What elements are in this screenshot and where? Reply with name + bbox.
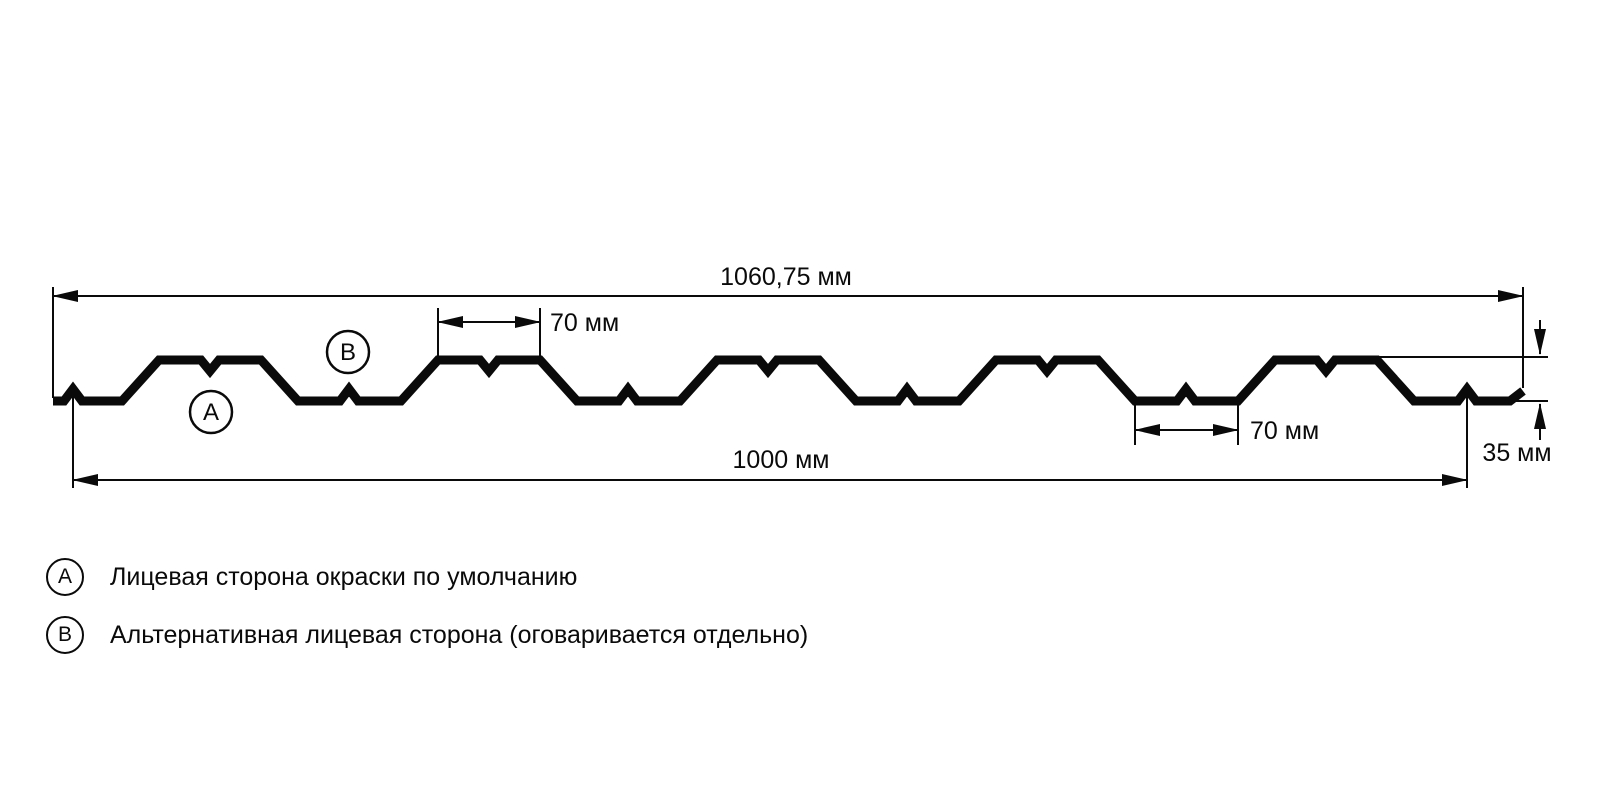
marker-a-circle: [188, 389, 234, 435]
profile-polyline: [53, 355, 1526, 406]
legend-item-a: A Лицевая сторона окраски по умолчанию: [46, 558, 577, 596]
marker-a-letter: A: [203, 399, 219, 426]
valley-width-label: 70 мм: [1250, 417, 1319, 445]
legend-badge-a: A: [46, 558, 84, 596]
profile-height-label: 35 мм: [1482, 439, 1551, 467]
overall-width-label: 1060,75 мм: [720, 263, 852, 291]
working-width-label: 1000 мм: [733, 446, 830, 474]
crest-width-label: 70 мм: [550, 309, 619, 337]
dimension-profile-height: 35 мм: [1377, 320, 1552, 467]
dimension-crest-width: 70 мм: [437, 308, 619, 356]
dimension-working-width: 1000 мм: [72, 391, 1468, 488]
marker-b-letter: B: [340, 339, 356, 366]
dimension-valley-width: 70 мм: [1134, 405, 1319, 445]
dimension-overall-width: 1060,75 мм: [52, 263, 1524, 398]
face-marker-a: A: [188, 389, 234, 435]
legend-label-b: Альтернативная лицевая сторона (оговарив…: [110, 620, 809, 649]
sheet-profile-outline: [53, 355, 1526, 406]
face-marker-b: B: [325, 329, 371, 375]
legend-label-a: Лицевая сторона окраски по умолчанию: [110, 562, 578, 591]
legend-badge-b: B: [46, 616, 84, 654]
legend-item-b: B Альтернативная лицевая сторона (оговар…: [46, 616, 808, 654]
marker-b-circle: [325, 329, 371, 375]
